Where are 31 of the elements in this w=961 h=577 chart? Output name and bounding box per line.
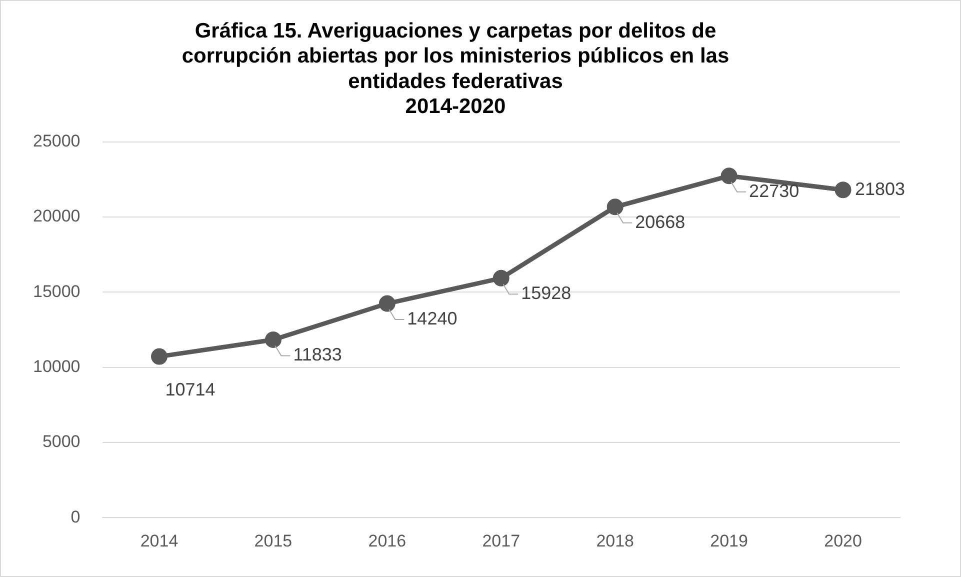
point: [834, 182, 852, 198]
point: [606, 198, 624, 216]
x-tick-label: 2018: [596, 531, 634, 550]
data-label: 20668: [635, 212, 686, 232]
x-tick-label: 2019: [710, 531, 748, 550]
point: [720, 168, 738, 184]
y-tick-label: 5000: [42, 432, 80, 452]
y-tick-label: 20000: [32, 206, 80, 226]
data-label: 14240: [407, 308, 458, 329]
point: [151, 348, 168, 365]
x-tick-label: 2014: [140, 531, 178, 550]
data-label: 15928: [521, 283, 572, 304]
text: entidades federativas: [348, 70, 563, 93]
text: corrupción abiertas por los ministerios públicos en las: [182, 44, 730, 68]
y-tick-label: 10000: [32, 356, 80, 376]
y-tick-label: 25000: [32, 131, 80, 150]
text: 2014-2020: [405, 94, 506, 118]
y-tick-label: 0: [70, 507, 80, 526]
point: [492, 270, 510, 286]
x-tick-label: 2020: [824, 531, 862, 550]
data-label: 22730: [749, 180, 800, 201]
data-label: 10714: [165, 380, 216, 400]
data-label: 11833: [293, 344, 342, 365]
x-tick-label: 2017: [482, 531, 520, 550]
x-tick-label: 2015: [254, 531, 292, 550]
x-tick-label: 2016: [368, 531, 406, 550]
y-tick-label: 15000: [32, 282, 80, 301]
point: [378, 295, 396, 312]
text: Gráfica 15. Averiguaciones y carpetas por delitos de: [194, 19, 716, 42]
point: [264, 331, 282, 348]
data-label: 21803: [855, 178, 906, 199]
